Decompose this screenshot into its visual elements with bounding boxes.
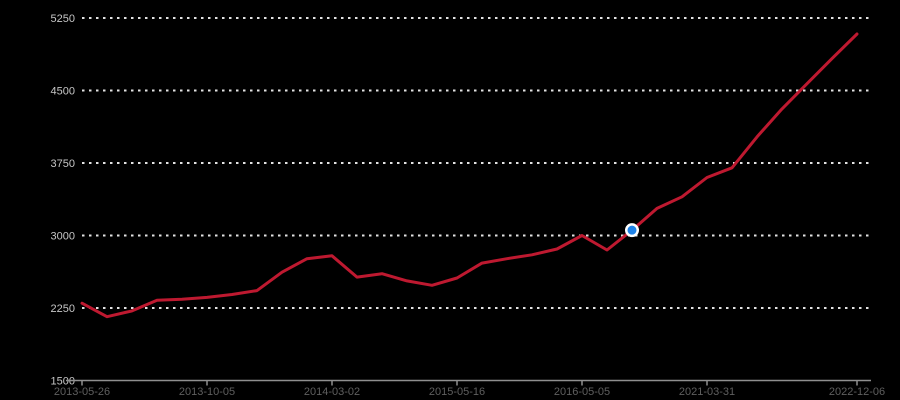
y-tick-label-5250: 5250 [51,13,75,25]
y-tick-label-3750: 3750 [51,158,75,170]
y-tick-label-2250: 2250 [51,303,75,315]
selected-point-marker[interactable] [627,225,637,235]
y-tick-label-3000: 3000 [51,231,75,243]
x-tick-label: 2015-05-16 [429,386,485,398]
price-line-series [80,32,859,319]
y-tick-label-1500: 1500 [51,376,75,388]
x-tick-label: 2016-05-05 [554,386,610,398]
x-tick-label: 2021-03-31 [679,386,735,398]
x-tick-label: 2013-10-05 [179,386,235,398]
x-tick-label: 2013-05-26 [54,386,110,398]
x-tick-label: 2014-03-02 [304,386,360,398]
x-tick-label: 2022-12-06 [829,386,885,398]
y-tick-label-4500: 4500 [51,86,75,98]
